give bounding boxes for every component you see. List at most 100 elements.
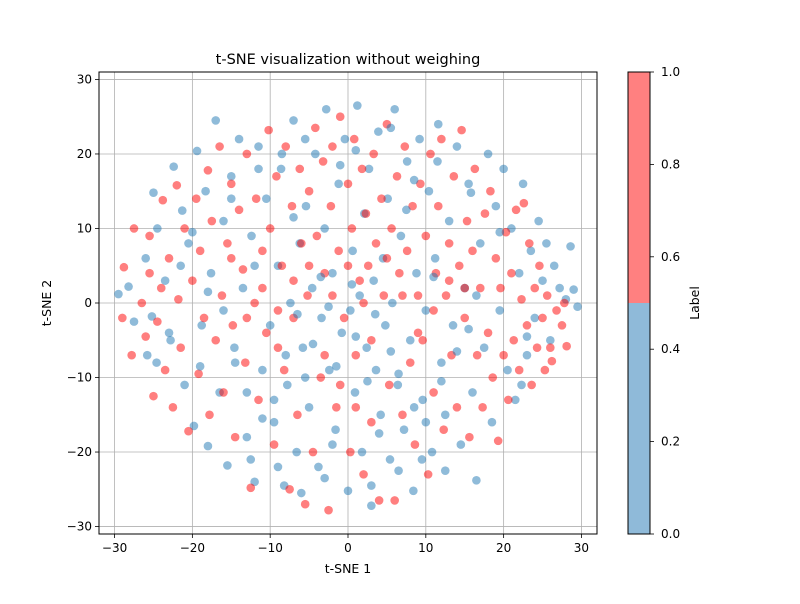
point-label-0	[495, 227, 505, 237]
point-label-0	[448, 321, 458, 330]
point-label-0	[246, 455, 256, 464]
point-label-1	[441, 291, 451, 300]
point-label-1	[199, 313, 209, 323]
point-label-0	[495, 306, 505, 315]
point-label-0	[376, 410, 385, 420]
point-label-1	[207, 216, 217, 226]
point-label-1	[285, 484, 294, 494]
colorbar-segment-high	[628, 72, 650, 303]
point-label-1	[335, 112, 345, 122]
point-label-1	[444, 239, 454, 248]
point-label-1	[347, 224, 357, 233]
point-label-1	[119, 262, 129, 272]
point-label-0	[332, 362, 341, 371]
point-label-0	[238, 283, 248, 293]
point-label-0	[440, 466, 450, 475]
point-label-0	[283, 380, 292, 390]
x-tick-label: 10	[418, 541, 433, 555]
point-label-0	[417, 455, 427, 464]
point-label-0	[444, 216, 454, 226]
point-label-0	[311, 149, 320, 159]
x-tick-label: 30	[574, 541, 589, 555]
point-label-0	[409, 175, 419, 185]
point-label-0	[437, 376, 446, 386]
point-label-1	[410, 440, 420, 449]
colorbar-label: Label	[687, 286, 702, 320]
point-label-1	[158, 195, 168, 205]
point-label-0	[367, 481, 376, 490]
point-label-1	[402, 246, 412, 256]
point-label-0	[129, 317, 139, 326]
y-tick-label: 0	[84, 296, 92, 310]
point-label-1	[439, 425, 449, 434]
point-label-0	[180, 380, 189, 390]
point-label-1	[382, 253, 392, 263]
point-label-1	[258, 246, 267, 256]
point-label-0	[242, 432, 252, 442]
colorbar-tick-label: 0.0	[661, 527, 680, 541]
point-label-0	[348, 246, 357, 256]
point-label-1	[164, 253, 174, 263]
point-label-0	[538, 276, 547, 285]
point-label-1	[168, 403, 178, 412]
point-label-1	[264, 125, 273, 135]
point-label-1	[460, 313, 470, 323]
point-label-1	[184, 426, 193, 436]
point-label-0	[573, 302, 582, 312]
point-label-0	[390, 104, 399, 114]
point-label-1	[480, 209, 490, 218]
point-label-1	[346, 447, 355, 457]
point-label-1	[405, 358, 415, 367]
point-label-1	[452, 403, 462, 412]
x-axis-ticks: −30 −20 −10 0 10 20 30	[102, 534, 589, 555]
point-label-0	[277, 149, 287, 159]
point-label-1	[316, 373, 326, 382]
point-label-0	[192, 146, 202, 156]
point-label-0	[409, 486, 418, 496]
point-label-0	[300, 134, 310, 144]
point-label-0	[258, 365, 267, 375]
point-label-1	[242, 149, 252, 159]
point-label-1	[328, 142, 337, 151]
y-axis-ticks: −30 −20 −10 0 10 20 30	[67, 72, 99, 534]
chart-title: t-SNE visualization without weighing	[216, 52, 481, 68]
point-label-1	[118, 313, 127, 323]
point-label-1	[535, 261, 544, 271]
y-axis-label: t-SNE 2	[39, 280, 54, 327]
point-label-1	[343, 179, 353, 189]
point-label-1	[303, 291, 312, 300]
point-label-0	[522, 332, 532, 341]
y-tick-label: 20	[77, 147, 92, 161]
point-label-1	[361, 209, 371, 218]
point-label-1	[478, 403, 487, 412]
point-label-0	[314, 462, 323, 472]
point-label-1	[501, 227, 511, 237]
point-label-1	[449, 172, 459, 181]
point-label-0	[152, 358, 161, 367]
point-label-0	[371, 365, 381, 375]
point-label-1	[367, 417, 376, 427]
point-label-0	[363, 376, 372, 386]
point-label-1	[211, 335, 221, 345]
point-label-1	[503, 395, 513, 405]
point-label-0	[386, 347, 396, 356]
point-label-1	[273, 343, 283, 353]
point-label-0	[223, 461, 232, 470]
x-tick-label: −20	[180, 541, 205, 555]
point-label-0	[147, 312, 157, 321]
point-label-0	[153, 224, 162, 233]
point-label-0	[254, 142, 263, 151]
point-label-0	[526, 246, 536, 256]
point-label-1	[400, 142, 410, 151]
point-label-0	[321, 104, 331, 114]
point-label-1	[369, 149, 378, 159]
point-label-1	[359, 298, 368, 308]
point-label-1	[387, 224, 396, 233]
point-label-0	[234, 134, 244, 144]
point-label-1	[174, 294, 183, 304]
point-label-0	[201, 186, 210, 196]
point-label-0	[566, 242, 575, 251]
point-label-0	[176, 261, 186, 271]
point-label-0	[304, 403, 314, 412]
point-label-1	[398, 291, 407, 300]
